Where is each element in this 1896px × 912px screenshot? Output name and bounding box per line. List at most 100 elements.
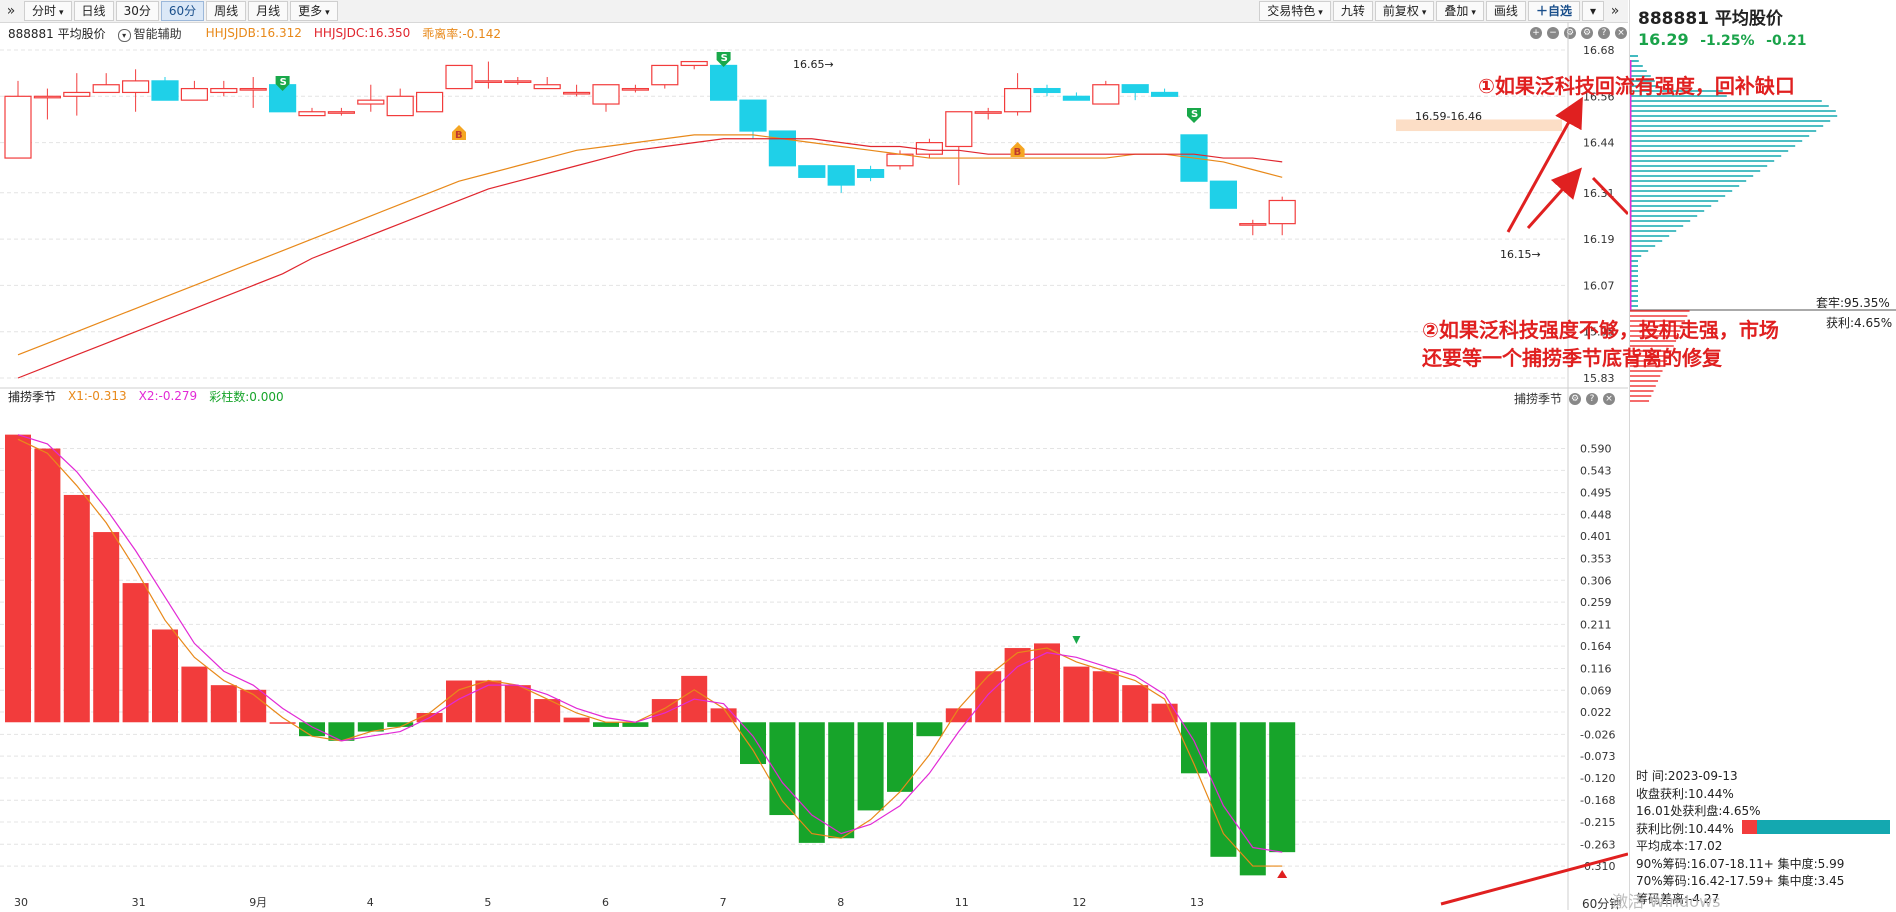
- indicator-bar: [916, 722, 943, 737]
- minus-icon[interactable]: −: [1547, 27, 1559, 39]
- x1-line: [17, 438, 1283, 867]
- stat-line: 平均成本:17.02: [1636, 839, 1723, 853]
- candle-body: [445, 64, 473, 90]
- y-tick-label: 15.83: [1583, 372, 1615, 385]
- candle-body: [1239, 223, 1267, 226]
- gear-icon[interactable]: ⚙: [1569, 392, 1582, 405]
- indicator-bar: [328, 722, 355, 741]
- stat-line: 16.01处获利盘:4.65%: [1636, 804, 1761, 818]
- sub-chart-title: 捕捞季节: [1514, 392, 1563, 406]
- indicator-bar: [887, 722, 913, 792]
- watchlist-dropdown[interactable]: ▾: [1581, 1, 1604, 21]
- candle-body: [4, 95, 32, 159]
- chip-distribution: [1630, 55, 1896, 402]
- help-icon[interactable]: ?: [1598, 27, 1610, 39]
- tab-daily[interactable]: 日线: [73, 1, 114, 21]
- indicator-bar: [1210, 722, 1237, 857]
- candle-body: [1121, 84, 1149, 94]
- x-tick-label: 9月: [249, 896, 267, 909]
- collapse-left-icon[interactable]: »: [6, 3, 16, 19]
- low-price-label: 16.15→: [1500, 248, 1541, 261]
- chevron-down-icon: ▾: [1318, 8, 1323, 18]
- candle-body: [592, 84, 620, 105]
- chevron-down-icon: ▾: [59, 8, 64, 18]
- top-toolbar: » 分时 ▾ 日线 30分 60分 周线 月线 更多 ▾ 交易特色 ▾ 九转 前复权 ▾…: [0, 0, 1628, 23]
- candle-body: [63, 91, 91, 97]
- tab-60min[interactable]: 60分: [160, 1, 205, 21]
- price-row: 16.29 -1.25% -0.21: [1638, 30, 1813, 49]
- indicator-bar: [593, 722, 619, 727]
- tab-30min[interactable]: 30分: [115, 1, 159, 21]
- candle-body: [1092, 84, 1120, 105]
- add-watchlist-button[interactable]: ＋自选: [1527, 1, 1580, 21]
- legend-hhjsjdc: HHJSJDC:16.350: [313, 26, 411, 40]
- close-icon[interactable]: ×: [1615, 27, 1627, 39]
- candle-body: [856, 169, 885, 178]
- y-tick-label: 16.56: [1583, 90, 1615, 103]
- s-signal-shape: [1187, 108, 1201, 123]
- indicator-bar: [1239, 722, 1266, 876]
- indicator-bar: [975, 671, 1002, 723]
- stat-line: 获利比例:10.44%: [1636, 821, 1734, 836]
- draw-button[interactable]: 画线: [1485, 1, 1526, 21]
- legend-sub-name: 捕捞季节: [8, 389, 57, 404]
- y-tick-label: -0.026: [1580, 728, 1615, 741]
- indicator-bar: [63, 494, 90, 723]
- y-tick-label: 0.164: [1580, 640, 1612, 653]
- y-tick-label: 16.07: [1583, 279, 1615, 292]
- gap-zone: [1396, 119, 1562, 132]
- y-tick-label: -0.073: [1580, 750, 1615, 763]
- legend-count: 彩柱数:0.000: [209, 389, 284, 404]
- close-icon[interactable]: ×: [1603, 392, 1616, 405]
- chevron-down-icon: ▾: [1589, 4, 1596, 18]
- y-tick-label: -0.215: [1580, 816, 1615, 829]
- last-price: 16.29: [1638, 30, 1689, 49]
- stat-line: 收盘获利:10.44%: [1636, 786, 1734, 801]
- tab-weekly[interactable]: 周线: [206, 1, 247, 21]
- trade-feature-button[interactable]: 交易特色 ▾: [1259, 1, 1331, 21]
- down-arrow-icon: [1072, 636, 1081, 644]
- s-signal-shape: [716, 52, 731, 67]
- gear-icon[interactable]: ⚙: [1581, 27, 1593, 39]
- y-tick-label: 0.353: [1580, 553, 1612, 566]
- annotation-arrow: [1440, 852, 1628, 906]
- indicator-bar: [798, 722, 825, 843]
- trapped-ratio: 套牢:95.35%: [1816, 296, 1890, 310]
- kline-chart[interactable]: 16.6816.5616.4416.3116.1916.0715.9515.83…: [0, 0, 1628, 910]
- assist-toggle[interactable]: ▾ 智能辅助: [117, 25, 194, 42]
- y-tick-label: 0.495: [1580, 487, 1612, 500]
- tab-timeshare[interactable]: 分时 ▾: [24, 1, 72, 21]
- x-tick-label: 8: [837, 896, 844, 909]
- gear-icon[interactable]: ⚙: [1564, 27, 1576, 39]
- candle-body: [1268, 199, 1296, 225]
- annotation-2a: ②如果泛科技强度不够，投机走强，市场: [1422, 318, 1779, 342]
- help-icon[interactable]: ?: [1586, 392, 1599, 405]
- b-signal-shape: [1010, 142, 1025, 157]
- candle-body: [1033, 87, 1061, 94]
- indicator-bar: [1034, 643, 1060, 723]
- up-arrow-icon: [1277, 870, 1288, 878]
- nine-turn-button[interactable]: 九转: [1332, 1, 1373, 21]
- indicator-bar: [740, 722, 766, 765]
- chip-stats: 时 间:2023-09-13 收盘获利:10.44% 16.01处获利盘:4.6…: [1636, 768, 1844, 908]
- y-tick-label: -0.168: [1580, 794, 1615, 807]
- hhjsjdb-line: [17, 134, 1283, 356]
- y-tick-label: 15.95: [1583, 326, 1615, 339]
- candle-body: [416, 91, 444, 113]
- stock-title: 888881 平均股价: [1638, 9, 1783, 29]
- candle-body: [562, 91, 591, 95]
- tab-monthly[interactable]: 月线: [248, 1, 289, 21]
- chevron-down-icon: ▾: [325, 8, 330, 18]
- expand-right-icon[interactable]: »: [1610, 3, 1620, 19]
- b-signal-shape: [452, 125, 466, 140]
- candle-body: [180, 87, 208, 101]
- tab-more[interactable]: 更多 ▾: [290, 1, 338, 21]
- main-legend: 888881 平均股价 ▾ 智能辅助 HHJSJDB:16.312 HHJSJDC…: [8, 25, 513, 42]
- adjust-button[interactable]: 前复权 ▾: [1374, 1, 1435, 21]
- button-label: 自选: [1547, 4, 1572, 18]
- overlay-button[interactable]: 叠加 ▾: [1436, 1, 1484, 21]
- add-icon[interactable]: +: [1530, 27, 1542, 39]
- indicator-bar: [534, 699, 561, 723]
- y-tick-label: 0.069: [1580, 684, 1612, 697]
- candle-body: [1150, 91, 1179, 97]
